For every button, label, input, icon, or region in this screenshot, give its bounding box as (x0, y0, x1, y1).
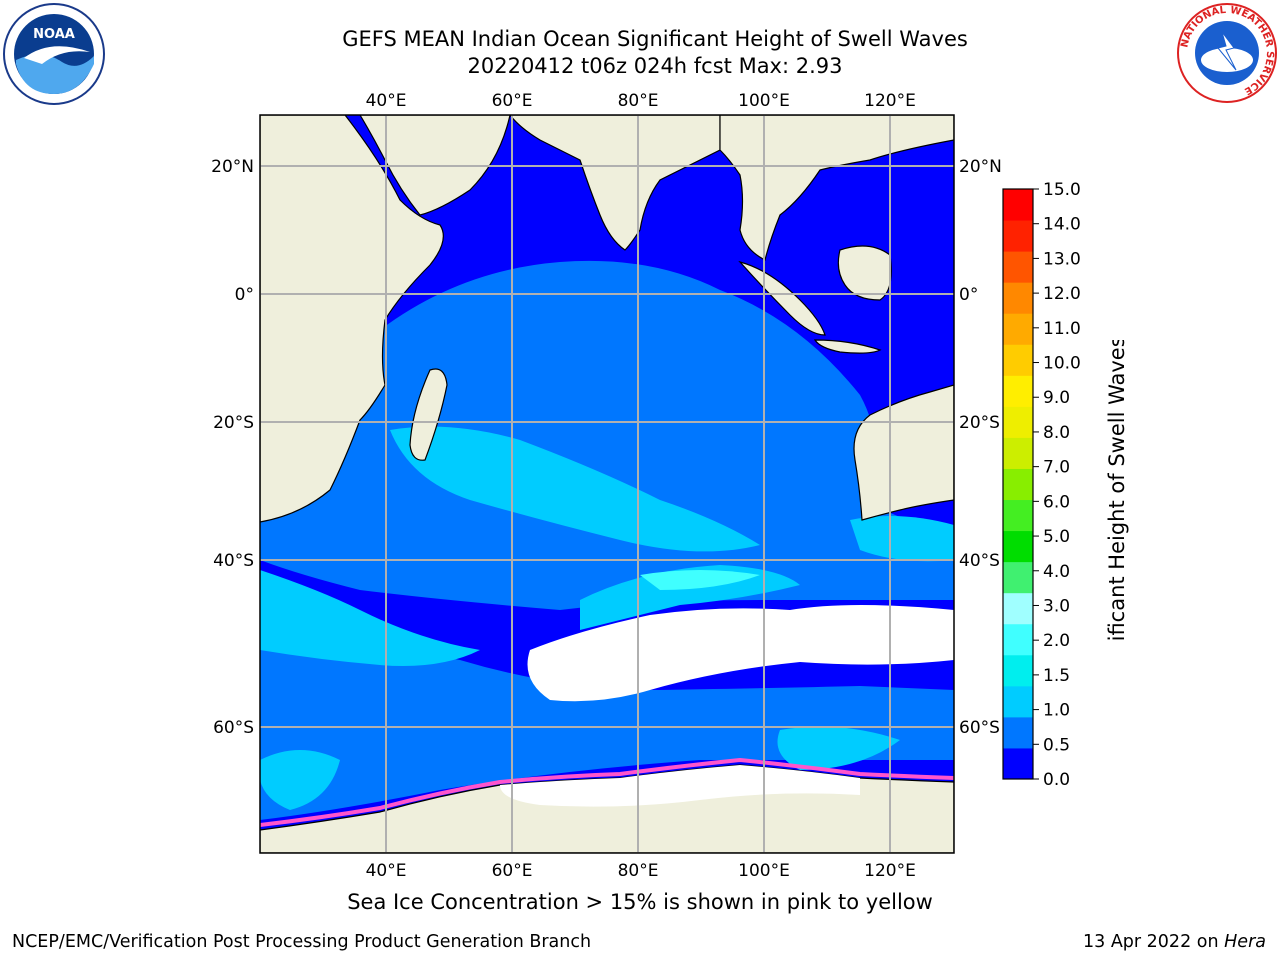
borneo-land (837, 245, 892, 301)
swell-band-1.0-1.5-c (580, 565, 800, 630)
colorbar-label: Significant Height of Swell Waves [m] (1100, 293, 1160, 687)
colorbar-tick-label: 1.0 (1043, 701, 1070, 721)
colorbar-segment (1003, 592, 1033, 625)
colorbar-segment (1003, 313, 1033, 345)
noaa-logo-text: NOAA (33, 27, 75, 42)
colorbar-tick-label: 2.0 (1043, 631, 1070, 651)
australia-land (853, 384, 954, 521)
lon-label-bottom: 100°E (738, 861, 790, 881)
map-axis-labels: 40°E 40°E 60°E 60°E 80°E 80°E 100°E 100°E 120°E 1… (211, 91, 1002, 881)
swell-band-1.0-1.5-b (260, 570, 480, 666)
swell-band-1.0-1.5-d (850, 516, 954, 562)
colorbar-tick-label: 5.0 (1043, 527, 1070, 547)
colorbar-segment (1003, 189, 1033, 221)
footer-host: Hera (1224, 932, 1266, 952)
southeast-asia-land (719, 115, 954, 261)
lon-label-top: 120°E (864, 91, 916, 111)
noaa-logo: NOAA (3, 3, 105, 105)
colorbar-tick-label: 11.0 (1043, 319, 1081, 339)
colorbar-segment (1003, 561, 1033, 594)
colorbar-segment (1003, 468, 1033, 501)
lat-label-right: 60°S (959, 718, 1000, 738)
footer-credit: NCEP/EMC/Verification Post Processing Pr… (12, 932, 592, 952)
lat-label-left: 0° (235, 285, 254, 305)
lon-label-bottom: 80°E (618, 861, 659, 881)
lat-label-left: 20°S (213, 413, 254, 433)
sumatra-land (738, 260, 826, 336)
lat-label-right: 40°S (959, 551, 1000, 571)
colorbar-tick-label: 13.0 (1043, 249, 1081, 269)
lon-label-bottom: 60°E (492, 861, 533, 881)
colorbar-tick-label: 14.0 (1043, 215, 1081, 235)
colorbar-segment (1003, 499, 1033, 532)
colorbar-segment (1003, 437, 1033, 469)
colorbar-tick-label: 12.0 (1043, 284, 1081, 304)
lon-label-top: 40°E (366, 91, 407, 111)
map-subtitle: 20220412 t06z 024h fcst Max: 2.93 (467, 54, 843, 78)
lon-label-top: 60°E (492, 91, 533, 111)
colorbar-segment (1003, 251, 1033, 283)
footer-date: 13 Apr 2022 on Hera (1083, 932, 1266, 952)
colorbar-tick-label: 1.5 (1043, 666, 1070, 686)
colorbar-segment (1003, 220, 1033, 252)
colorbar-tick-label: 10.0 (1043, 354, 1081, 374)
colorbar-label-text: Significant Height of Swell Waves [m] (1105, 340, 1129, 640)
colorbar-segment (1003, 375, 1033, 407)
lon-label-bottom: 120°E (864, 861, 916, 881)
map-title: GEFS MEAN Indian Ocean Significant Heigh… (342, 27, 968, 51)
colorbar-tick-label: 15.0 (1043, 180, 1081, 200)
lon-label-top: 80°E (618, 91, 659, 111)
footer-date-text: 13 Apr 2022 on (1083, 932, 1225, 952)
colorbar-tick-label: 9.0 (1043, 388, 1070, 408)
colorbar-tick-label: 7.0 (1043, 458, 1070, 478)
lat-label-right: 20°N (959, 157, 1002, 177)
colorbar-frame (1002, 188, 1034, 780)
sea-ice-caption: Sea Ice Concentration > 15% is shown in … (347, 890, 933, 914)
swell-band-1.0-1.5-e (777, 726, 900, 770)
colorbar-segment (1003, 747, 1033, 780)
colorbar-segment (1003, 530, 1033, 563)
swell-band-1.5-2.0 (640, 570, 760, 590)
colorbar-tick-label: 0.0 (1043, 770, 1070, 790)
lat-label-left: 60°S (213, 718, 254, 738)
colorbar-tick-label: 8.0 (1043, 423, 1070, 443)
colorbar-segment (1003, 282, 1033, 314)
swell-band-0.5-1.0 (260, 260, 954, 610)
sea-ice-fringe (500, 765, 860, 807)
lat-label-right: 20°S (959, 413, 1000, 433)
colorbar-segment (1003, 623, 1033, 656)
colorbar: 0.0 0.5 1.0 1.5 2.0 3.0 4.0 5.0 6.0 7.0 8.0 9.0 10.0… (1002, 180, 1081, 790)
lon-label-top: 100°E (738, 91, 790, 111)
swell-band-1.0-1.5 (390, 426, 760, 552)
colorbar-tick-label: 6.0 (1043, 492, 1070, 512)
lat-label-right: 0° (959, 285, 978, 305)
swell-band-0.5-1.0-south (260, 620, 954, 820)
sea-ice-concentration-edge (260, 757, 954, 827)
map-frame (259, 114, 955, 854)
colorbar-segment (1003, 406, 1033, 438)
colorbar-segment (1003, 716, 1033, 749)
swell-band-1.0-1.5-f (260, 750, 340, 810)
java-land (813, 339, 882, 354)
lat-label-left: 20°N (211, 157, 254, 177)
lon-label-bottom: 40°E (366, 861, 407, 881)
lat-label-left: 40°S (213, 551, 254, 571)
colorbar-segment (1003, 344, 1033, 376)
nws-logo: NATIONAL WEATHER SERVICE (1177, 3, 1277, 103)
colorbar-tick-label: 0.5 (1043, 735, 1070, 755)
india-land (509, 115, 721, 251)
colorbar-tick-label: 3.0 (1043, 596, 1070, 616)
colorbar-segment (1003, 685, 1033, 718)
colorbar-tick-label: 4.0 (1043, 562, 1070, 582)
map-gridlines (260, 115, 954, 853)
sea-ice-white (527, 605, 954, 702)
colorbar-segment (1003, 654, 1033, 687)
